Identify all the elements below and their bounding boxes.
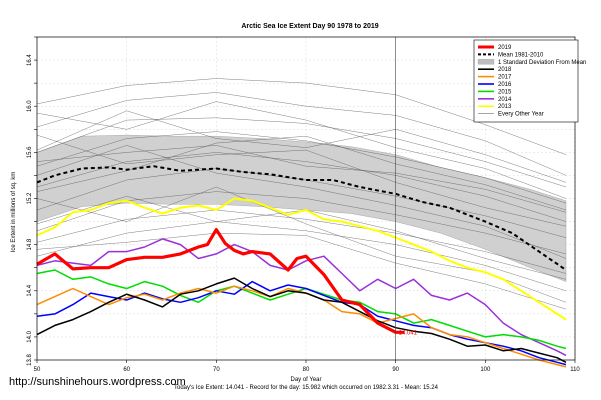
y-tick-label: 13.8 xyxy=(27,354,33,366)
legend-label: 2014 xyxy=(498,97,512,103)
std-deviation-band xyxy=(36,134,567,282)
legend-label: 2019 xyxy=(498,45,512,51)
x-axis-label: Day of Year xyxy=(290,377,321,383)
legend-label: 1 Standard Deviation From Mean xyxy=(498,60,586,66)
y-tick-label: 16.0 xyxy=(27,100,33,112)
other-year-line xyxy=(36,110,567,183)
series-line-2016 xyxy=(36,280,567,366)
legend-box xyxy=(473,39,579,123)
legend-label: Mean 1981-2010 xyxy=(498,52,544,58)
other-year-line xyxy=(36,145,567,213)
other-year-line xyxy=(36,232,567,310)
other-year-line xyxy=(36,209,567,274)
other-year-line xyxy=(36,131,567,204)
chart-title: Arctic Sea Ice Extent Day 90 1978 to 201… xyxy=(241,23,378,30)
y-tick-label: 14.0 xyxy=(27,330,33,342)
x-tick-label: 80 xyxy=(303,367,310,373)
x-tick-label: 60 xyxy=(123,367,130,373)
y-tick-label: 15.2 xyxy=(27,192,33,204)
x-tick-label: 90 xyxy=(392,367,399,373)
y-tick-label: 16.4 xyxy=(27,54,33,66)
series-line-2014 xyxy=(36,238,567,357)
other-year-line xyxy=(36,168,567,238)
x-tick-label: 110 xyxy=(570,367,580,373)
series-line-2018 xyxy=(36,277,567,363)
y-tick-label: 14.8 xyxy=(27,238,33,250)
other-year-line xyxy=(36,117,567,188)
y-tick-label: 15.6 xyxy=(27,146,33,158)
footer-text: Today's Ice Extent: 14.041 - Record for … xyxy=(174,385,439,391)
other-year-line xyxy=(36,152,567,222)
x-tick-label: 50 xyxy=(34,367,41,373)
watermark-url: http://sunshinehours.wordpress.com xyxy=(9,376,186,388)
other-year-line xyxy=(36,134,567,227)
legend-label: 2017 xyxy=(498,75,512,81)
legend-label: 2016 xyxy=(498,82,512,88)
y-axis-label: Ice Extent in millions of sq. km xyxy=(11,172,17,253)
legend-label: 2018 xyxy=(498,67,512,73)
annotation-label: 14.041 xyxy=(399,330,418,336)
other-year-line xyxy=(36,101,567,199)
other-year-line xyxy=(36,78,567,155)
legend-swatch xyxy=(477,59,495,65)
y-tick-label: 14.4 xyxy=(27,284,33,296)
series-line-2013 xyxy=(36,197,567,321)
mean-line xyxy=(36,165,567,271)
legend-label: 2015 xyxy=(498,89,512,95)
x-tick-label: 100 xyxy=(480,367,491,373)
series-line-2019 xyxy=(36,228,405,334)
x-tick-label: 70 xyxy=(213,367,220,373)
other-year-line xyxy=(36,92,567,176)
other-year-line xyxy=(36,135,567,211)
other-year-line xyxy=(36,145,567,259)
other-year-line xyxy=(36,221,567,292)
plot-area: 14.041 50 60 70 80 90 100 110 13.8 14.0 14.4 14.8 15… xyxy=(27,36,586,373)
legend-label: 2013 xyxy=(498,104,512,110)
legend-label: Every Other Year xyxy=(498,112,544,118)
